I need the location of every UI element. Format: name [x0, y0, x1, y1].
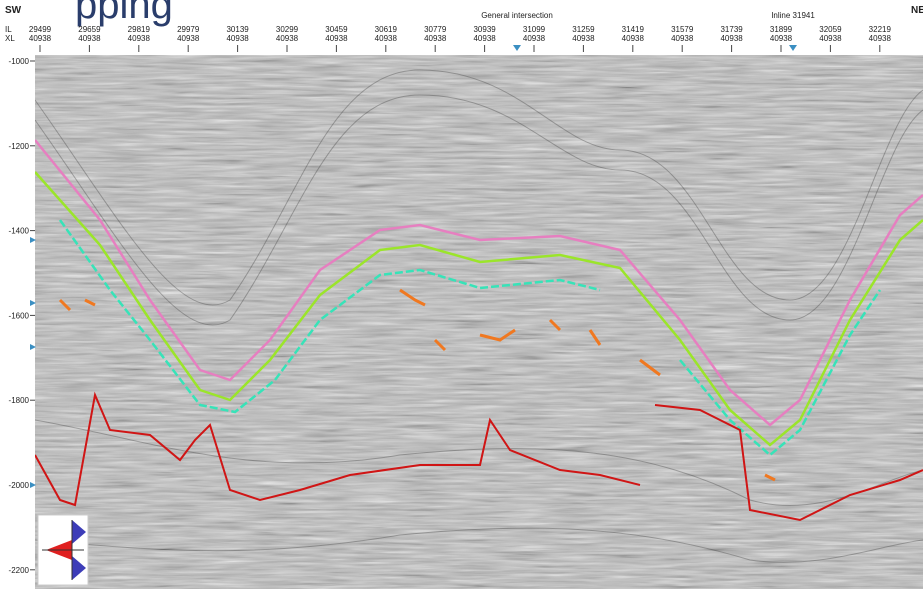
depth-label: -1800 [9, 396, 30, 405]
il-value: 30779 [424, 25, 447, 34]
inline-label: Inline 31941 [771, 11, 815, 20]
depth-label: -1000 [9, 57, 30, 66]
seismic-view: pping SW NE IL XL General intersection I… [0, 0, 923, 589]
xl-value: 40938 [276, 34, 299, 43]
xl-value: 40938 [29, 34, 52, 43]
il-value: 31739 [720, 25, 743, 34]
il-value: 30939 [473, 25, 496, 34]
xl-value: 40938 [622, 34, 645, 43]
depth-label: -1400 [9, 227, 30, 236]
xl-value: 40938 [226, 34, 249, 43]
il-value: 30459 [325, 25, 348, 34]
depth-strip [0, 55, 35, 589]
xl-value: 40938 [78, 34, 101, 43]
seismic-texture [35, 55, 923, 589]
xl-value: 40938 [720, 34, 743, 43]
depth-label: -1600 [9, 311, 30, 320]
xl-value: 40938 [128, 34, 151, 43]
il-value: 31899 [770, 25, 793, 34]
intersection-label: General intersection [481, 11, 553, 20]
xl-value: 40938 [325, 34, 348, 43]
il-value: 31579 [671, 25, 694, 34]
il-value: 31099 [523, 25, 546, 34]
il-value: 30139 [226, 25, 249, 34]
il-value: 29499 [29, 25, 52, 34]
depth-label: -1200 [9, 142, 30, 151]
page: {"header": {"title": "pping", "left_labe… [0, 0, 923, 589]
xl-value: 40938 [770, 34, 793, 43]
xl-value: 40938 [523, 34, 546, 43]
il-value: 30299 [276, 25, 299, 34]
xl-value: 40938 [473, 34, 496, 43]
xl-value: 40938 [177, 34, 200, 43]
xl-value: 40938 [572, 34, 595, 43]
xl-value: 40938 [819, 34, 842, 43]
il-label: IL [5, 25, 12, 34]
il-value: 32219 [869, 25, 892, 34]
il-value: 29819 [128, 25, 151, 34]
xl-label: XL [5, 34, 15, 43]
il-value: 29659 [78, 25, 101, 34]
page-title: pping [75, 0, 173, 27]
left-direction: SW [5, 5, 22, 16]
il-value: 31259 [572, 25, 595, 34]
depth-label: -2000 [9, 481, 30, 490]
xl-value: 40938 [671, 34, 694, 43]
xl-value: 40938 [869, 34, 892, 43]
il-value: 31419 [622, 25, 645, 34]
navigation-widget[interactable] [38, 515, 88, 585]
xl-value: 40938 [424, 34, 447, 43]
il-value: 29979 [177, 25, 200, 34]
depth-label: -2200 [9, 566, 30, 575]
xl-value: 40938 [375, 34, 398, 43]
il-value: 32059 [819, 25, 842, 34]
right-direction: NE [911, 5, 923, 16]
il-value: 30619 [375, 25, 398, 34]
